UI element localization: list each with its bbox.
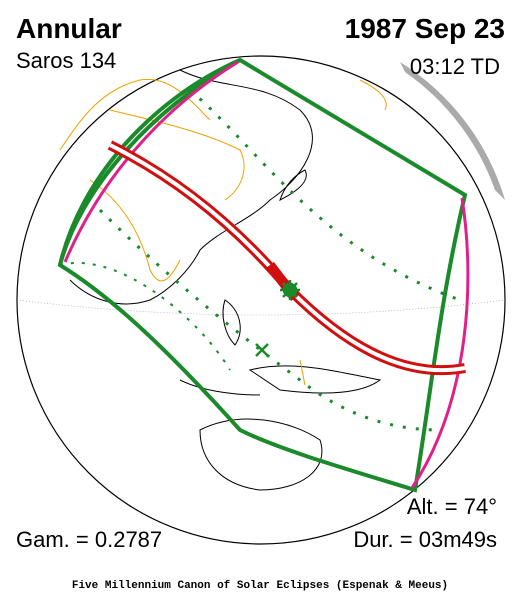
gamma: Gam. = 0.2787	[16, 527, 162, 552]
eclipse-type: Annular	[16, 13, 122, 44]
date: 1987 Sep 23	[345, 13, 505, 44]
borders	[59, 78, 387, 386]
altitude: Alt. = 74°	[407, 494, 497, 519]
globe	[16, 55, 506, 545]
saros: Saros 134	[16, 48, 116, 73]
coastlines	[69, 69, 382, 491]
time: 03:12 TD	[410, 54, 500, 79]
greatest-eclipse	[255, 280, 300, 357]
duration: Dur. = 03m49s	[353, 527, 497, 552]
footer: Five Millennium Canon of Solar Eclipses …	[72, 580, 448, 592]
